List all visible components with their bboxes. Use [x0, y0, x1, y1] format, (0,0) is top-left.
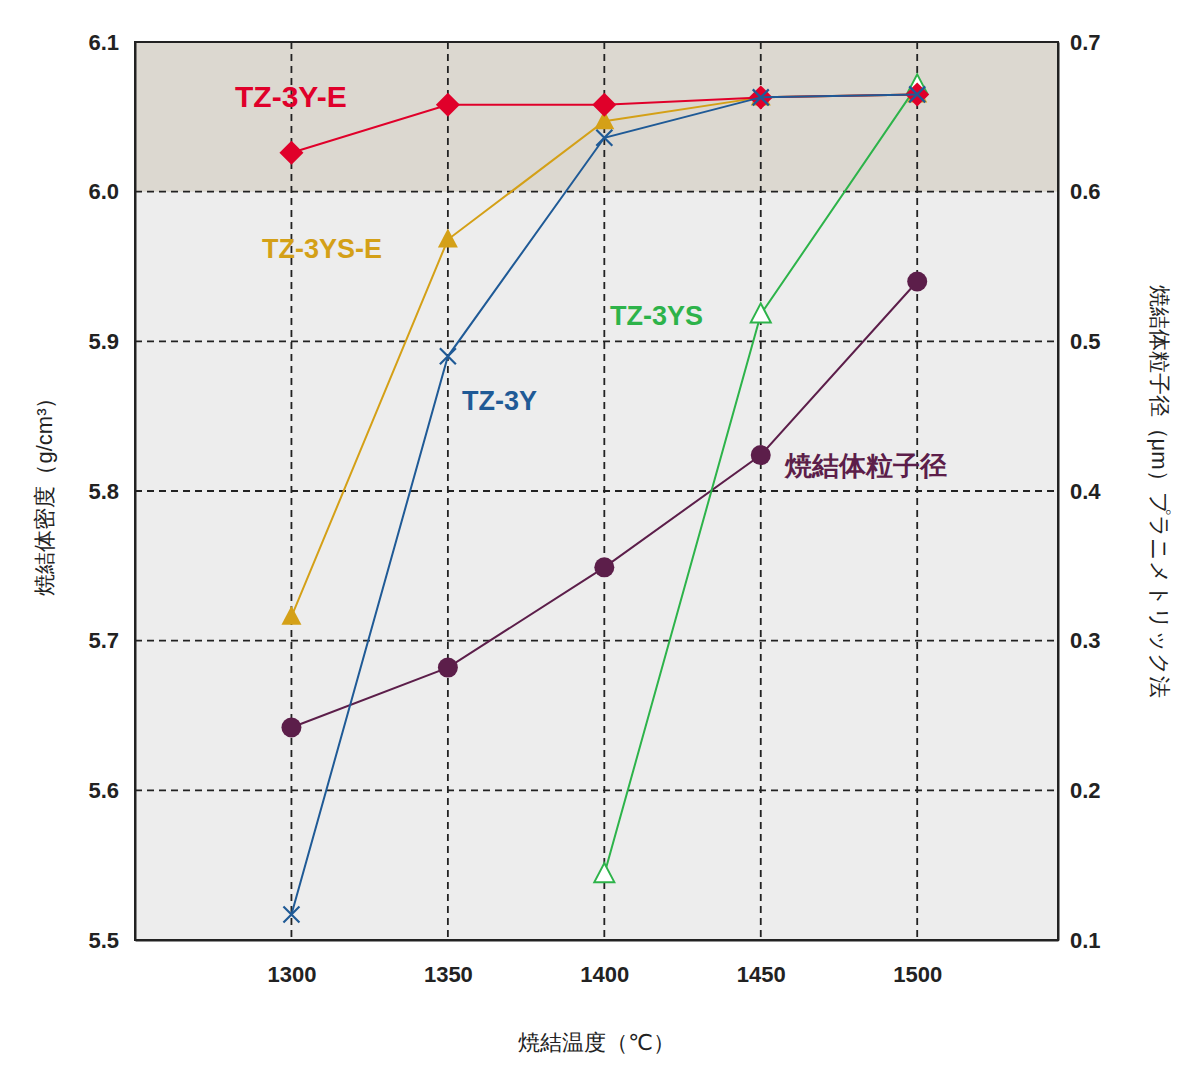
marker — [596, 130, 612, 146]
marker — [594, 863, 614, 882]
tick: 1500 — [893, 940, 942, 987]
axis-line — [136, 940, 1059, 942]
tick-label: 0.6 — [1070, 179, 1101, 204]
tick-label: 0.1 — [1070, 928, 1101, 953]
tick-label: 5.7 — [88, 628, 119, 653]
tick: 0.1 — [1058, 928, 1101, 953]
marker — [279, 141, 303, 165]
tick-label: 6.1 — [88, 30, 119, 55]
marks — [279, 74, 929, 922]
tick: 0.7 — [1058, 30, 1101, 55]
tick-label: 5.6 — [88, 778, 119, 803]
series-label: 焼結体粒子径 — [784, 451, 947, 481]
tick: 0.3 — [1058, 628, 1101, 653]
tick-label: 5.8 — [88, 479, 119, 504]
plot-frame — [135, 42, 1058, 940]
marker — [436, 93, 460, 117]
tick-label: 0.2 — [1070, 778, 1101, 803]
series-label: TZ-3YS-E — [262, 234, 382, 264]
series-label: TZ-3Y — [462, 386, 537, 416]
grid-line — [135, 490, 1058, 492]
series — [283, 86, 925, 922]
tick: 0.6 — [1058, 179, 1101, 204]
tick: 6.0 — [88, 179, 135, 204]
tick: 5.8 — [88, 479, 135, 504]
marker — [909, 86, 925, 102]
series — [281, 271, 927, 737]
tick: 5.9 — [88, 329, 135, 354]
marker — [438, 658, 458, 678]
marker — [751, 303, 771, 322]
axis-line — [135, 43, 137, 941]
series-label: TZ-3YS — [610, 301, 703, 331]
x-axis: 1300 1350 1400 1450 1500 — [136, 940, 1059, 987]
tick: 1450 — [737, 940, 786, 987]
plot-background — [135, 42, 1058, 940]
tick: 0.4 — [1058, 479, 1101, 504]
tick: 0.2 — [1058, 778, 1101, 803]
chart: 1300 1350 1400 1450 1500 5.5 5.6 5.7 5.8 5.9 6.0 6.… — [0, 0, 1200, 1080]
marker — [440, 348, 456, 364]
tick: 1400 — [580, 940, 629, 987]
grid-line — [135, 789, 1058, 791]
grid — [135, 42, 1058, 940]
tick: 1300 — [267, 940, 316, 987]
tick-label: 5.5 — [88, 928, 119, 953]
y-axis: 5.5 5.6 5.7 5.8 5.9 6.0 6.1 — [88, 30, 135, 953]
tick: 0.5 — [1058, 329, 1101, 354]
tick: 5.5 — [88, 928, 135, 953]
y2-axis: 0.1 0.2 0.3 0.4 0.5 0.6 0.7 — [1058, 30, 1101, 953]
tick-label: 1300 — [267, 962, 316, 987]
tick-label: 1350 — [424, 962, 473, 987]
tick: 5.6 — [88, 778, 135, 803]
marker — [438, 229, 458, 248]
series-line — [291, 94, 917, 616]
tick-label: 0.5 — [1070, 329, 1101, 354]
series — [281, 83, 927, 624]
marker — [594, 557, 614, 577]
tick: 5.7 — [88, 628, 135, 653]
tick-label: 0.4 — [1070, 479, 1101, 504]
plot-band — [135, 42, 1058, 192]
grid-line — [135, 191, 1058, 193]
marker — [751, 445, 771, 465]
grid-line — [135, 340, 1058, 342]
x-axis-title: 焼結温度（℃） — [518, 1030, 675, 1055]
marker — [281, 717, 301, 737]
series-line — [291, 94, 917, 914]
tick-label: 5.9 — [88, 329, 119, 354]
series-line — [291, 281, 917, 727]
y-axis-title: 焼結体密度（g/cm³） — [32, 387, 57, 596]
tick: 1350 — [424, 940, 473, 987]
tick-label: 0.7 — [1070, 30, 1101, 55]
marker — [281, 606, 301, 625]
marker — [592, 93, 616, 117]
tick-label: 1500 — [893, 962, 942, 987]
series-label: TZ-3Y-E — [235, 80, 347, 113]
tick: 6.1 — [88, 30, 135, 55]
marker — [753, 89, 769, 105]
marker — [283, 907, 299, 923]
axis-line — [1058, 43, 1060, 941]
tick-label: 6.0 — [88, 179, 119, 204]
y2-axis-title: 焼結体粒子径（μm）プラニメトリック法 — [1147, 284, 1172, 697]
tick-label: 1450 — [737, 962, 786, 987]
grid-line — [135, 640, 1058, 642]
series — [279, 82, 929, 164]
tick-label: 0.3 — [1070, 628, 1101, 653]
tick-label: 1400 — [580, 962, 629, 987]
marker — [907, 271, 927, 291]
